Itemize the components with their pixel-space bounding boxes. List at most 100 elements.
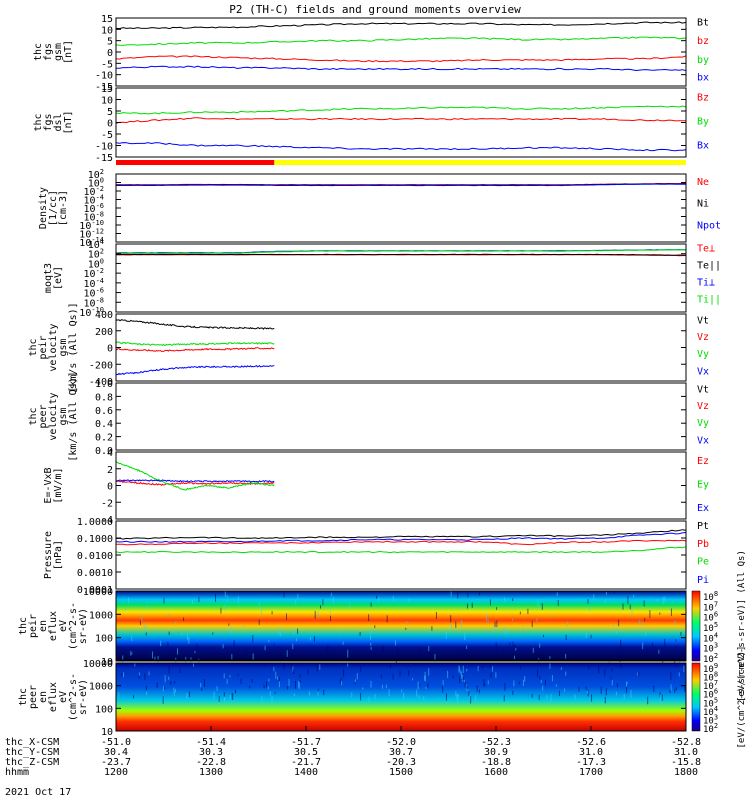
peer-spectrogram-texture-streak	[600, 686, 602, 694]
peir-spectrogram-texture-streak	[450, 623, 452, 630]
peer-spectrogram-texture-streak	[403, 692, 405, 700]
peer-spectrogram-texture-streak	[133, 695, 135, 699]
peer-spectrogram-texture-streak	[620, 663, 622, 669]
pressure-legend-pi: Pi	[697, 575, 709, 586]
peer-spectrogram-texture-streak	[611, 680, 613, 686]
peer-spectrogram-ytick-label: 10	[101, 727, 113, 738]
peir-spectrogram-texture-streak	[168, 631, 170, 636]
peer-spectrogram-texture-streak	[476, 685, 478, 693]
peer-spectrogram-texture-streak	[467, 689, 469, 692]
fgs-gsm-legend-bt: Bt	[697, 17, 709, 28]
peer-spectrogram-texture-streak	[179, 668, 181, 674]
peir-spectrogram-texture-streak	[330, 615, 332, 621]
peer-spectrogram-texture-streak	[380, 674, 382, 679]
peer-spectrogram-ytick-label: 10000	[83, 659, 113, 670]
peir-spectrogram-texture-streak	[392, 595, 394, 602]
peir-spectrogram-texture-streak	[460, 619, 462, 628]
density-legend-npot: Npot	[697, 220, 721, 231]
peer-spectrogram-texture-streak	[462, 676, 464, 681]
peer-spectrogram-texture-streak	[447, 670, 449, 678]
fgs-gsm-ytick-label: -15	[95, 82, 113, 93]
peer-velocity-ylabel: peer	[38, 404, 49, 428]
peir-velocity-ytick-label: -400	[89, 377, 113, 388]
peir-spectrogram-texture-streak	[567, 621, 569, 627]
peir-spectrogram-texture-streak	[330, 592, 332, 597]
peir-spectrogram-texture-streak	[181, 632, 183, 636]
axis-row-value: -20.3	[386, 757, 416, 768]
peir-spectrogram-texture-streak	[297, 594, 299, 600]
peer-spectrogram-texture-streak	[637, 672, 639, 677]
peer-spectrogram-texture-streak	[670, 684, 672, 691]
pressure-ylabel: Pressure	[43, 531, 54, 579]
peer-spectrogram-texture-streak	[170, 682, 172, 685]
peir-spectrogram-texture-streak	[286, 650, 288, 657]
peer-spectrogram-texture-streak	[457, 696, 459, 705]
peer-spectrogram-texture-streak	[424, 675, 426, 681]
peer-spectrogram-texture-streak	[531, 693, 533, 698]
peir-velocity-ytick-label: -200	[89, 360, 113, 371]
peer-spectrogram-texture-streak	[163, 685, 165, 692]
peir-velocity-ylabel: thc	[28, 338, 39, 356]
peir-spectrogram-texture-streak	[408, 598, 410, 602]
peir-spectrogram-texture-streak	[268, 640, 270, 643]
peir-spectrogram-texture-streak	[645, 631, 647, 637]
density-legend-ni: Ni	[697, 199, 709, 210]
peir-velocity-ylabel: gsm	[58, 338, 69, 356]
peer-spectrogram-texture-streak	[610, 677, 612, 680]
peir-spectrogram-ylabel: sr-eV)	[78, 608, 89, 644]
peir-spectrogram-texture-streak	[163, 597, 165, 604]
peir-spectrogram-texture-streak	[370, 627, 372, 634]
peer-spectrogram-texture-streak	[452, 675, 454, 679]
peir-spectrogram-texture-streak	[279, 630, 281, 637]
peer-spectrogram-texture-streak	[323, 689, 325, 696]
peir-spectrogram-texture-streak	[565, 653, 567, 659]
peir-spectrogram-texture-streak	[551, 615, 553, 618]
peer-spectrogram-texture-streak	[425, 686, 427, 689]
peer-spectrogram-texture-streak	[341, 677, 343, 682]
peir-spectrogram-texture-streak	[212, 632, 214, 635]
peir-velocity-series-vz	[115, 347, 275, 352]
peer-spectrogram-texture-streak	[249, 685, 251, 689]
peer-spectrogram-texture-streak	[229, 694, 231, 700]
peir-spectrogram-frame	[115, 590, 687, 662]
peir-spectrogram-texture-streak	[359, 631, 361, 636]
peer-spectrogram-texture-streak	[356, 672, 358, 680]
peer-spectrogram-texture-streak	[428, 668, 430, 676]
peir-spectrogram-texture-streak	[659, 612, 661, 615]
peer-spectrogram-texture-streak	[307, 669, 309, 675]
peir-spectrogram-texture-streak	[466, 603, 468, 609]
pressure-series-pe	[115, 546, 687, 554]
peer-spectrogram-texture-streak	[442, 680, 444, 688]
mode-bar-segment	[116, 160, 275, 165]
peir-spectrogram-texture-streak	[656, 655, 658, 658]
axis-row-value: -23.7	[101, 757, 131, 768]
peir-spectrogram-texture-streak	[332, 596, 334, 605]
fgs-gsm-series-bt	[115, 21, 687, 30]
peir-spectrogram-texture-streak	[656, 599, 658, 603]
peir-spectrogram-texture-streak	[503, 650, 505, 654]
peer-spectrogram-texture-streak	[522, 679, 524, 686]
axis-row-value: 1700	[579, 767, 603, 778]
peer-spectrogram-texture-streak	[174, 689, 176, 693]
peir-spectrogram-ytick-label: 100	[95, 634, 113, 645]
peer-spectrogram-texture-streak	[540, 680, 542, 684]
mode-bar-segment	[274, 160, 686, 165]
fgs-dsl-ylabel: fgs	[43, 113, 54, 131]
peer-spectrogram-texture-streak	[401, 689, 403, 693]
peir-spectrogram-colorbar	[691, 590, 701, 662]
fgs-dsl-ytick-label: 15	[101, 84, 113, 95]
axis-row-value: -17.3	[576, 757, 606, 768]
peir-spectrogram-texture	[122, 591, 682, 668]
peer-spectrogram-texture-streak	[138, 672, 140, 679]
peir-spectrogram-texture-streak	[145, 632, 147, 636]
peer-spectrogram-texture-streak	[466, 668, 468, 672]
peer-spectrogram-texture-streak	[145, 685, 147, 692]
efield-ytick-label: 4	[107, 448, 113, 459]
axis-row-value: -51.7	[291, 737, 321, 748]
peir-spectrogram-texture-streak	[464, 632, 466, 641]
peir-spectrogram-texture-streak	[141, 615, 143, 622]
peer-spectrogram-texture-streak	[146, 690, 148, 696]
temperature-legend-ti: Ti||	[697, 294, 721, 305]
peir-velocity-legend-vx: Vx	[697, 366, 709, 377]
pressure-ytick-label: 0.0010	[77, 568, 113, 579]
